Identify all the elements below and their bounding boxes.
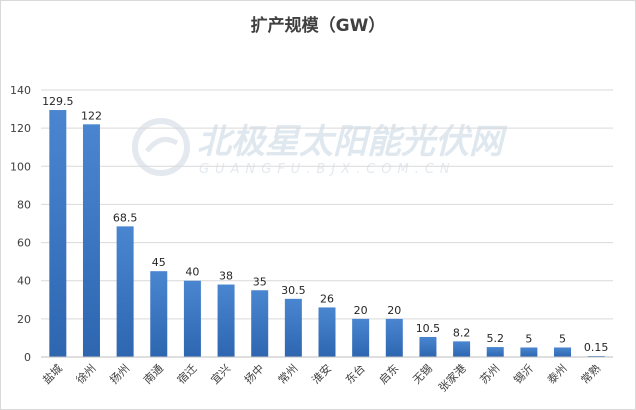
- x-tick-label: 扬州: [107, 361, 132, 386]
- x-tick-label: 扬中: [241, 361, 266, 386]
- bar: [284, 298, 302, 357]
- x-tick-label: 启东: [377, 362, 402, 387]
- x-tick-label: 南通: [141, 362, 166, 387]
- data-label: 26: [320, 292, 334, 305]
- bar: [116, 226, 134, 357]
- y-tick-label: 80: [17, 198, 31, 211]
- x-axis: 盐城 徐州 扬州 南通 宿迁 宜兴 扬中 常州 淮安 东台 启东 无锡 张家港 苏州 锡沂 泰州 常熟: [40, 356, 613, 394]
- x-tick-label: 东台: [342, 361, 367, 386]
- y-tick-label: 140: [10, 84, 31, 97]
- data-label: 68.5: [113, 211, 138, 224]
- x-tick-label: 宜兴: [208, 361, 233, 386]
- data-label: 5: [525, 332, 532, 345]
- data-label: 129.5: [42, 95, 74, 108]
- x-tick-label: 常州: [276, 362, 301, 387]
- watermark-main-text: 北极星太阳能光伏网: [197, 122, 508, 162]
- x-tick-label: 泰州: [544, 361, 569, 386]
- bar: [183, 280, 201, 357]
- x-tick-label: 宿迁: [174, 361, 199, 386]
- data-label: 0.15: [584, 341, 609, 354]
- chart-title: 扩产规模（GW）: [250, 16, 386, 36]
- data-label: 45: [152, 256, 166, 269]
- bar: [217, 284, 235, 357]
- bar: [486, 347, 504, 357]
- watermark-logo-icon: [132, 118, 190, 176]
- data-label: 8.2: [453, 326, 471, 339]
- data-label: 5.2: [486, 332, 504, 345]
- bar: [419, 336, 437, 357]
- y-tick-label: 40: [17, 275, 31, 288]
- watermark: 北极星太阳能光伏网 GUANGFU.BJX.COM.CN: [132, 118, 508, 177]
- x-tick-label: 张家港: [435, 361, 468, 394]
- y-tick-label: 60: [17, 237, 31, 250]
- data-label: 10.5: [416, 322, 441, 335]
- y-axis: 0 20 40 60 80 100 120 140: [10, 84, 31, 364]
- x-tick-label: 徐州: [73, 361, 98, 386]
- data-label: 5: [559, 332, 566, 345]
- bar: [251, 290, 269, 357]
- y-tick-label: 20: [17, 313, 31, 326]
- x-tick-label: 淮安: [309, 361, 334, 386]
- data-label: 35: [253, 275, 267, 288]
- data-label: 30.5: [281, 284, 306, 297]
- bar: [318, 307, 336, 357]
- x-tick-label: 锡沂: [511, 361, 536, 386]
- data-label: 20: [354, 304, 368, 317]
- bar: [49, 110, 67, 358]
- bar: [352, 318, 370, 357]
- bar: [385, 318, 403, 357]
- watermark-logo-swoosh-icon: [145, 136, 179, 153]
- x-tick-label: 苏州: [478, 362, 503, 387]
- watermark-sub-text: GUANGFU.BJX.COM.CN: [199, 162, 456, 177]
- bars: [49, 110, 605, 358]
- data-label: 20: [387, 304, 401, 317]
- y-tick-label: 0: [24, 351, 31, 364]
- y-tick-label: 100: [10, 160, 31, 173]
- bar: [554, 347, 572, 357]
- bar: [453, 341, 471, 357]
- data-labels: 129.5 122 68.5 45 40 38 35 30.5 26 20 20 10.5 8.2 5.2…: [42, 95, 608, 354]
- y-tick-label: 120: [10, 122, 31, 135]
- bar: [520, 347, 538, 357]
- x-tick-label: 盐城: [40, 362, 65, 387]
- bar: [82, 124, 100, 357]
- data-label: 40: [185, 266, 199, 279]
- data-label: 38: [219, 270, 233, 283]
- data-label: 122: [81, 109, 102, 122]
- x-tick-label: 常熟: [578, 361, 603, 386]
- x-tick-label: 无锡: [410, 361, 435, 386]
- bar: [150, 271, 168, 357]
